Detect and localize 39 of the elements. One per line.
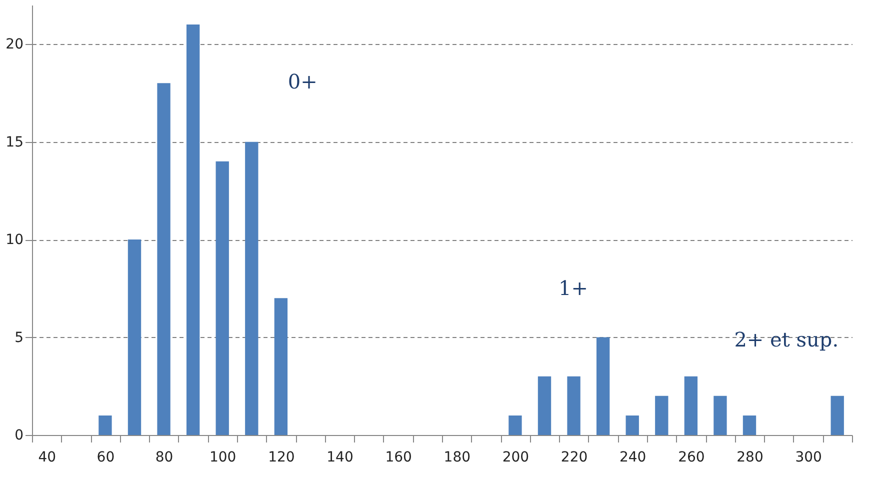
x-tick-label: 160 [385,450,412,466]
x-tick-label: 120 [268,450,295,466]
x-tick-label: 40 [38,450,56,466]
x-tick-label: 220 [560,450,588,466]
y-tick-label: 5 [14,330,24,346]
bar [98,415,112,435]
bar [596,337,610,435]
bar [157,83,170,435]
annotation: 2+ et sup. [734,327,839,352]
x-tick-label: 200 [502,450,530,466]
bar [538,376,552,435]
y-tick-label: 20 [6,36,24,53]
x-tick-label: 280 [736,450,764,466]
bar [830,396,844,435]
y-tick-label: 0 [14,428,24,444]
x-tick-label: 60 [96,450,115,466]
y-tick-label: 15 [6,134,24,150]
y-tick-label: 10 [6,232,24,248]
bar [274,298,288,435]
annotation: 1+ [558,276,588,300]
bar [714,396,727,435]
bar [626,415,639,435]
bar [245,142,258,435]
x-tick-label: 260 [678,450,705,466]
x-tick-label: 300 [795,450,822,466]
bar [742,415,756,435]
bar [655,396,668,435]
bar [684,376,698,435]
annotation: 0+ [288,69,318,94]
x-tick-label: 240 [619,450,646,466]
bar [567,376,580,435]
bar [216,161,229,435]
bar [186,24,200,435]
x-tick-label: 100 [209,450,236,466]
bar [508,415,522,435]
bar [128,240,142,435]
x-tick-label: 180 [444,450,471,466]
x-tick-label: 80 [155,450,174,466]
x-tick-label: 140 [326,450,354,466]
